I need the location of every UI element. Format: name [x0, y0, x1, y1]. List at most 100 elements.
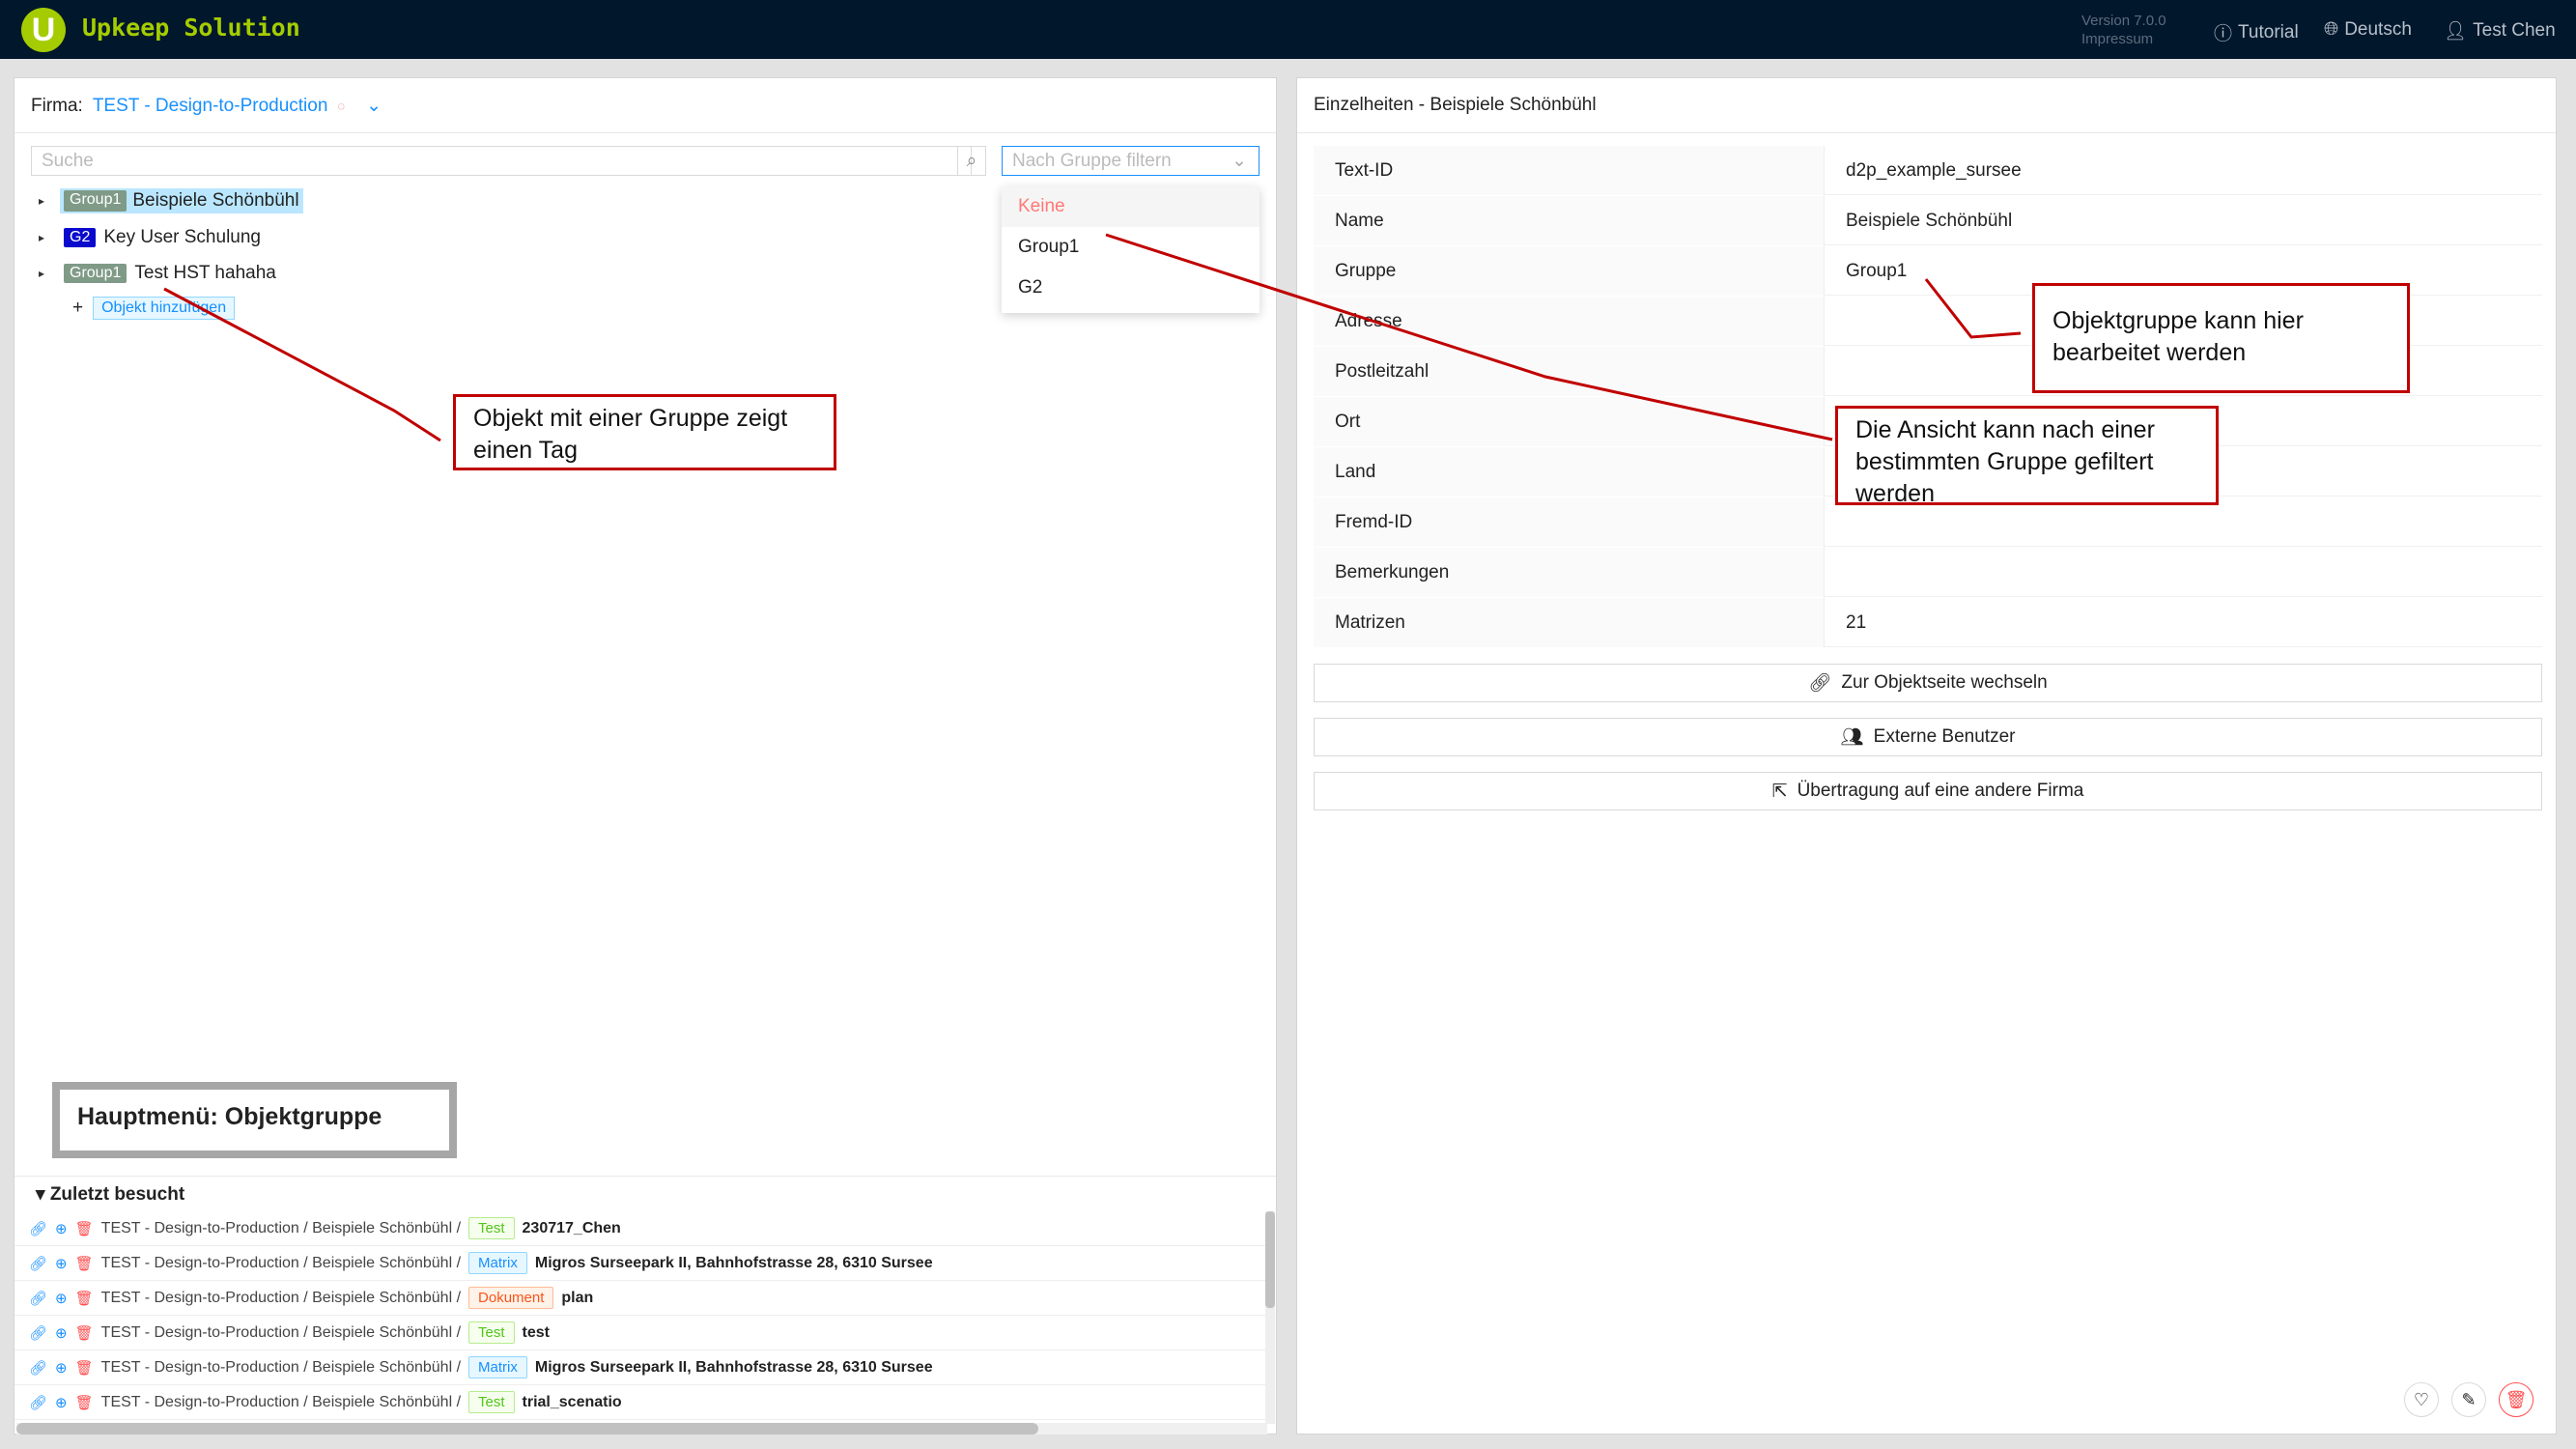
link-icon[interactable]: 🔗︎ [29, 1324, 48, 1342]
divider [14, 1176, 1276, 1177]
delete-button[interactable]: 🗑︎ [2499, 1382, 2534, 1417]
divider [1297, 132, 2556, 133]
impressum-link[interactable]: Impressum [2081, 31, 2154, 47]
recent-path[interactable]: TEST - Design-to-Production / Beispiele … [100, 1393, 462, 1410]
zoom-in-icon[interactable]: ⊕ [55, 1220, 68, 1237]
detail-label: Bemerkungen [1314, 548, 1825, 597]
detail-row: Land [1314, 447, 2542, 497]
external-users-button[interactable]: 👥︎ Externe Benutzer [1314, 718, 2542, 756]
recent-name[interactable]: plan [561, 1289, 594, 1306]
recent-row[interactable]: 🔗︎ ⊕ 🗑︎ TEST - Design-to-Production / Be… [14, 1281, 1265, 1316]
recent-section-header[interactable]: ▾ Zuletzt besucht [36, 1183, 184, 1206]
detail-row: Text-ID d2p_example_sursee [1314, 146, 2542, 196]
tree-item[interactable]: ▸ Group1 Test HST hahaha [39, 259, 276, 288]
detail-row: Gruppe Group1 [1314, 246, 2542, 297]
detail-row: Postleitzahl [1314, 347, 2542, 397]
user-label: Test Chen [2473, 20, 2556, 41]
expand-icon[interactable]: ▸ [39, 231, 45, 244]
recent-name[interactable]: Migros Surseepark II, Bahnhofstrasse 28,… [534, 1254, 933, 1271]
search-input[interactable]: Suche [31, 146, 972, 176]
transfer-company-button[interactable]: ⇱ Übertragung auf eine andere Firma [1314, 772, 2542, 810]
version-info: Version 7.0.0 Impressum [2081, 12, 2166, 48]
language-label: Deutsch [2344, 19, 2412, 40]
recent-row[interactable]: 🔗︎ ⊕ 🗑︎ TEST - Design-to-Production / Be… [14, 1385, 1265, 1420]
annotation-menu: Hauptmenü: Objektgruppe [52, 1082, 457, 1158]
recent-name[interactable]: 230717_Chen [522, 1219, 621, 1236]
tutorial-link[interactable]: ⓘ Tutorial [2214, 19, 2299, 45]
expand-icon[interactable]: ▸ [39, 267, 45, 280]
divider [14, 132, 1276, 133]
link-icon[interactable]: 🔗︎ [29, 1290, 48, 1307]
tree-item[interactable]: ▸ G2 Key User Schulung [39, 223, 261, 252]
trash-icon[interactable]: 🗑︎ [74, 1394, 94, 1411]
zoom-in-icon[interactable]: ⊕ [55, 1290, 68, 1307]
dropdown-option[interactable]: Keine [1002, 186, 1260, 227]
recent-row[interactable]: 🔗︎ ⊕ 🗑︎ TEST - Design-to-Production / Be… [14, 1211, 1265, 1246]
tree-item[interactable]: ▸ Group1 Beispiele Schönbühl [39, 186, 303, 215]
horizontal-scrollbar[interactable] [16, 1423, 1267, 1435]
recent-path[interactable]: TEST - Design-to-Production / Beispiele … [100, 1219, 462, 1236]
export-icon: ⇱ [1771, 781, 1788, 802]
company-logo: ◌ [337, 99, 346, 113]
trash-icon[interactable]: 🗑︎ [74, 1290, 94, 1307]
recent-path[interactable]: TEST - Design-to-Production / Beispiele … [100, 1358, 462, 1376]
scrollbar-thumb[interactable] [16, 1423, 1038, 1435]
annotation-edit: Objektgruppe kann hier bearbeitet werden [2032, 283, 2410, 393]
firma-value[interactable]: TEST - Design-to-Production [92, 95, 328, 116]
group-filter-dropdown: Keine Group1 G2 [1002, 186, 1260, 313]
pencil-icon: ✎ [2461, 1389, 2477, 1409]
heart-icon: ♡ [2413, 1389, 2430, 1409]
zoom-in-icon[interactable]: ⊕ [55, 1255, 68, 1272]
trash-icon[interactable]: 🗑︎ [74, 1255, 94, 1272]
button-label: Externe Benutzer [1873, 726, 2016, 747]
detail-label: Postleitzahl [1314, 347, 1825, 396]
scrollbar-thumb[interactable] [1265, 1211, 1275, 1308]
recent-name[interactable]: trial_scenatio [522, 1393, 622, 1410]
recent-path[interactable]: TEST - Design-to-Production / Beispiele … [100, 1323, 462, 1341]
recent-row[interactable]: 🔗︎ ⊕ 🗑︎ TEST - Design-to-Production / Be… [14, 1316, 1265, 1350]
user-menu[interactable]: 👤︎ Test Chen [2444, 19, 2556, 43]
recent-path[interactable]: TEST - Design-to-Production / Beispiele … [100, 1254, 462, 1271]
trash-icon[interactable]: 🗑︎ [74, 1359, 94, 1377]
version-text: Version 7.0.0 [2081, 13, 2166, 29]
detail-label: Text-ID [1314, 146, 1825, 195]
link-icon[interactable]: 🔗︎ [29, 1220, 48, 1237]
trash-icon[interactable]: 🗑︎ [74, 1220, 94, 1237]
recent-name[interactable]: test [522, 1323, 550, 1341]
detail-value [1825, 548, 2542, 597]
goto-object-page-button[interactable]: 🔗︎ Zur Objektseite wechseln [1314, 664, 2542, 702]
recent-row[interactable]: 🔗︎ ⊕ 🗑︎ TEST - Design-to-Production / Be… [14, 1350, 1265, 1385]
favorite-button[interactable]: ♡ [2404, 1382, 2439, 1417]
detail-row: Bemerkungen [1314, 548, 2542, 598]
expand-icon[interactable]: ▸ [39, 194, 45, 208]
link-icon[interactable]: 🔗︎ [29, 1255, 48, 1272]
dropdown-option[interactable]: Group1 [1018, 237, 1080, 257]
chevron-down-icon[interactable]: ⌄ [366, 96, 382, 116]
type-tag: Test [468, 1391, 515, 1413]
recent-name[interactable]: Migros Surseepark II, Bahnhofstrasse 28,… [534, 1358, 933, 1376]
group-filter-select[interactable]: Nach Gruppe filtern ⌄ [1002, 146, 1260, 176]
search-icon[interactable]: ⌕ [957, 146, 986, 176]
trash-icon[interactable]: 🗑︎ [74, 1324, 94, 1342]
group-tag: Group1 [64, 264, 127, 283]
edit-button[interactable]: ✎ [2451, 1382, 2486, 1417]
group-tag: Group1 [64, 190, 127, 212]
tree-item-label: Beispiele Schönbühl [132, 190, 299, 211]
zoom-in-icon[interactable]: ⊕ [55, 1359, 68, 1377]
type-tag: Test [468, 1217, 515, 1239]
detail-value: 21 [1825, 598, 2542, 647]
link-icon[interactable]: 🔗︎ [29, 1359, 48, 1377]
detail-label: Land [1314, 447, 1825, 497]
link-icon[interactable]: 🔗︎ [29, 1394, 48, 1411]
language-selector[interactable]: 🌐︎ Deutsch [2324, 19, 2412, 41]
tree-item-node[interactable]: Group1 Beispiele Schönbühl [60, 188, 303, 213]
company-selector[interactable]: Firma: TEST - Design-to-Production ◌ ⌄ [31, 95, 382, 117]
recent-path[interactable]: TEST - Design-to-Production / Beispiele … [100, 1289, 462, 1306]
zoom-in-icon[interactable]: ⊕ [55, 1324, 68, 1342]
vertical-scrollbar[interactable] [1265, 1211, 1275, 1424]
dropdown-option[interactable]: G2 [1018, 277, 1043, 298]
recent-row[interactable]: 🔗︎ ⊕ 🗑︎ TEST - Design-to-Production / Be… [14, 1246, 1265, 1281]
detail-label: Name [1314, 196, 1825, 245]
zoom-in-icon[interactable]: ⊕ [55, 1394, 68, 1411]
